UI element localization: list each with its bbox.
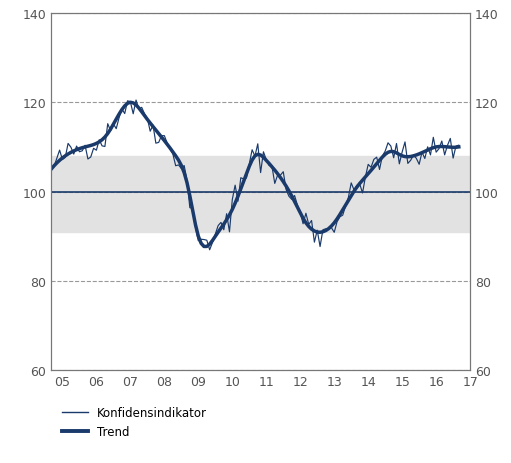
Legend: Konfidensindikator, Trend: Konfidensindikator, Trend bbox=[57, 401, 212, 443]
Bar bbox=[51, 156, 470, 232]
